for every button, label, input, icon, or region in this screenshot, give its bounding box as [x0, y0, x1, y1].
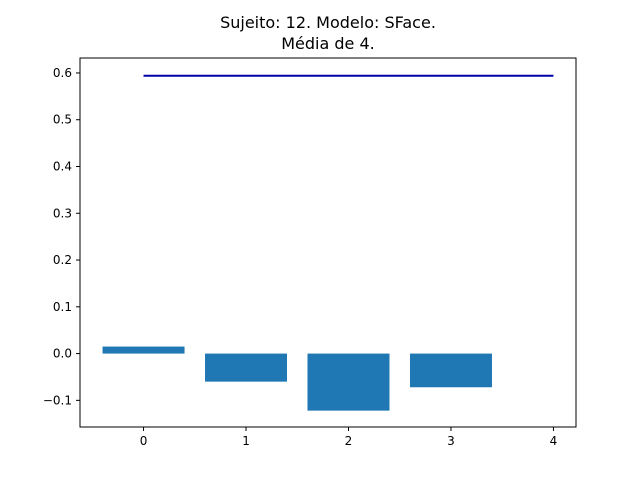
- bar-3: [409, 353, 492, 388]
- y-tick-label-7: 0.6: [53, 66, 72, 80]
- y-tick-label-5: 0.4: [53, 160, 72, 174]
- y-tick-label-6: 0.5: [53, 113, 72, 127]
- plot-frame: [79, 57, 577, 428]
- chart-title-line1: Sujeito: 12. Modelo: SFace.: [220, 13, 436, 32]
- y-tick-label-0: −0.1: [43, 393, 72, 407]
- chart-title-line2: Média de 4.: [281, 34, 375, 53]
- y-tick-label-3: 0.2: [53, 253, 72, 267]
- x-tick-label-4: 4: [550, 434, 558, 448]
- x-tick-label-1: 1: [242, 434, 250, 448]
- bar-1: [205, 353, 288, 382]
- bar-2: [307, 353, 390, 411]
- x-tick-label-0: 0: [140, 434, 148, 448]
- plot-area: 0 1 2 3 4 −0.1 0.0 0.1 0.2 0.3 0.4 0.5 0.6: [43, 57, 577, 448]
- x-tick-label-3: 3: [447, 434, 455, 448]
- bar-0: [102, 346, 185, 354]
- y-tick-label-4: 0.3: [53, 206, 72, 220]
- y-tick-label-1: 0.0: [53, 347, 72, 361]
- x-tick-label-2: 2: [345, 434, 353, 448]
- y-tick-label-2: 0.1: [53, 300, 72, 314]
